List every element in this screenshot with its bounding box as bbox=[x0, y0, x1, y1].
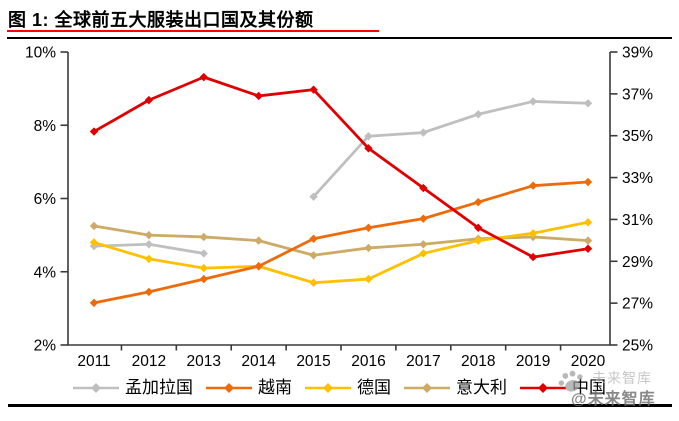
data-point-marker bbox=[364, 223, 373, 232]
data-point-marker bbox=[254, 91, 263, 101]
data-point-marker bbox=[528, 229, 538, 238]
left-axis-label: 4% bbox=[34, 264, 57, 281]
right-axis-label: 27% bbox=[622, 296, 653, 313]
data-point-marker bbox=[199, 72, 208, 82]
legend-item-德国: 德国 bbox=[305, 379, 391, 396]
data-point-marker bbox=[583, 99, 593, 108]
data-point-marker bbox=[474, 110, 483, 119]
series-line bbox=[92, 220, 590, 285]
data-point-marker bbox=[528, 97, 538, 106]
data-point-marker bbox=[89, 127, 99, 136]
data-point-marker bbox=[309, 251, 318, 260]
legend-label: 中国 bbox=[572, 378, 606, 397]
data-point-marker bbox=[474, 197, 483, 207]
data-point-marker bbox=[199, 274, 208, 284]
x-axis-label: 2012 bbox=[132, 353, 166, 370]
right-axis-label: 39% bbox=[622, 45, 653, 62]
title-underline-black bbox=[7, 37, 672, 39]
data-point-marker bbox=[309, 278, 318, 287]
data-point-marker bbox=[199, 263, 208, 273]
data-point-marker bbox=[254, 236, 263, 245]
data-point-marker bbox=[474, 223, 483, 232]
line-chart: 10% 8% 6% 4% 2% 39% 37% 35% 33% 31% 29% 27% 25% 2011 2… bbox=[25, 45, 653, 371]
legend-label: 越南 bbox=[258, 378, 292, 397]
x-axis-label: 2013 bbox=[187, 353, 221, 370]
data-point-marker bbox=[583, 244, 593, 253]
right-axis-label: 35% bbox=[622, 128, 653, 145]
data-point-marker bbox=[364, 144, 373, 153]
data-point-marker bbox=[144, 95, 154, 105]
right-axis-label: 29% bbox=[622, 254, 653, 271]
legend-item-中国: 中国 bbox=[520, 379, 606, 396]
legend-label: 意大利 bbox=[456, 378, 507, 397]
data-point-marker bbox=[419, 128, 428, 137]
x-axis-label: 2016 bbox=[351, 353, 385, 370]
legend-item-越南: 越南 bbox=[206, 379, 292, 396]
data-point-marker bbox=[528, 252, 538, 262]
title-underline-red bbox=[7, 30, 379, 32]
data-point-marker bbox=[144, 254, 154, 264]
data-point-marker bbox=[419, 214, 428, 223]
data-point-marker bbox=[364, 243, 373, 253]
data-point-marker bbox=[528, 181, 538, 190]
x-axis-label: 2018 bbox=[461, 353, 495, 370]
x-axis-label: 2017 bbox=[406, 353, 440, 370]
data-point-marker bbox=[89, 298, 99, 308]
data-point-marker bbox=[419, 249, 428, 258]
data-point-marker bbox=[309, 85, 318, 94]
data-point-marker bbox=[364, 132, 373, 141]
legend-item-意大利: 意大利 bbox=[404, 379, 507, 396]
data-point-marker bbox=[89, 238, 99, 247]
data-point-marker bbox=[583, 236, 593, 245]
data-point-marker bbox=[419, 183, 428, 193]
series-越南 bbox=[89, 177, 593, 308]
x-axis-label: 2014 bbox=[241, 353, 276, 370]
chart-legend: 孟加拉国 越南 德国 意大利 中国 bbox=[0, 379, 679, 396]
data-point-marker bbox=[254, 262, 263, 271]
data-point-marker bbox=[89, 221, 99, 231]
data-point-marker bbox=[144, 287, 154, 297]
figure-title: 图 1: 全球前五大服装出口国及其份额 bbox=[8, 10, 314, 30]
series-中国 bbox=[89, 72, 593, 262]
series-line bbox=[312, 100, 590, 199]
legend-line-marker-icon bbox=[520, 382, 566, 393]
data-point-marker bbox=[583, 177, 593, 187]
legend-line-marker-icon bbox=[206, 382, 252, 393]
legend-line-marker-icon bbox=[73, 382, 119, 393]
series-line bbox=[92, 75, 590, 259]
axis-frame bbox=[67, 52, 611, 346]
data-point-marker bbox=[144, 240, 154, 249]
data-point-marker bbox=[144, 230, 154, 240]
right-axis-label: 37% bbox=[622, 86, 653, 103]
series-line bbox=[92, 180, 590, 305]
left-axis-label: 8% bbox=[34, 118, 57, 135]
legend-line-marker-icon bbox=[404, 382, 450, 393]
left-axis-label: 2% bbox=[34, 338, 57, 355]
legend-label: 孟加拉国 bbox=[125, 378, 193, 397]
series-line bbox=[92, 224, 590, 257]
x-axis-label: 2019 bbox=[516, 353, 550, 370]
data-point-marker bbox=[583, 218, 593, 227]
series-意大利 bbox=[89, 221, 593, 260]
data-point-marker bbox=[474, 236, 483, 245]
data-point-marker bbox=[309, 192, 318, 201]
right-axis-label: 33% bbox=[622, 170, 653, 187]
left-axis-label: 6% bbox=[34, 191, 57, 208]
data-point-marker bbox=[364, 274, 373, 284]
bottom-rule bbox=[8, 404, 672, 407]
x-axis-label: 2015 bbox=[296, 353, 330, 370]
x-axis-label: 2011 bbox=[77, 353, 110, 370]
data-point-marker bbox=[309, 234, 318, 243]
right-axis-label: 25% bbox=[622, 338, 653, 355]
x-axis-label: 2020 bbox=[571, 353, 606, 370]
legend-label: 德国 bbox=[357, 378, 391, 397]
legend-line-marker-icon bbox=[305, 382, 351, 393]
left-axis-label: 10% bbox=[25, 45, 56, 62]
data-point-marker bbox=[199, 232, 208, 242]
right-axis-label: 31% bbox=[622, 212, 653, 229]
data-point-marker bbox=[419, 240, 428, 249]
data-point-marker bbox=[199, 249, 208, 258]
legend-item-孟加拉国: 孟加拉国 bbox=[73, 379, 193, 396]
